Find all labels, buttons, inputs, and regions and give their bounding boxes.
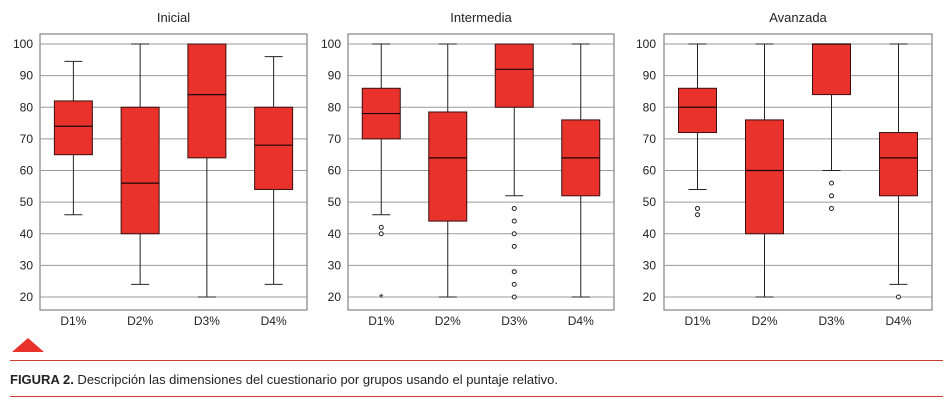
outlier-point <box>511 281 517 287</box>
x-tick-label: D2% <box>751 314 777 328</box>
iqr-box <box>745 119 784 235</box>
y-tick-label: 20 <box>643 290 657 304</box>
x-tick-label: D3% <box>194 314 220 328</box>
iqr-box <box>678 87 717 134</box>
box-d4 <box>561 43 601 298</box>
outlier-point <box>511 231 517 237</box>
x-tick-label: D4% <box>261 314 287 328</box>
y-tick-label: 90 <box>643 69 657 83</box>
y-tick-label: 100 <box>321 37 341 51</box>
iqr-box <box>879 132 918 197</box>
box-d1 <box>53 60 93 216</box>
figure-caption: FIGURA 2. Descripción las dimensiones de… <box>10 372 558 387</box>
x-tick-label: D1% <box>368 314 394 328</box>
y-tick-label: 50 <box>643 195 657 209</box>
caption-text: Descripción las dimensiones del cuestion… <box>73 372 558 387</box>
iqr-box <box>120 106 160 235</box>
outlier-point <box>511 269 517 275</box>
y-tick-label: 80 <box>20 100 34 114</box>
box-d1 <box>678 43 717 218</box>
y-tick-label: 70 <box>643 132 657 146</box>
y-tick-label: 80 <box>643 100 657 114</box>
outlier-point <box>378 231 384 237</box>
y-tick-label: 50 <box>328 195 342 209</box>
iqr-box <box>812 43 851 96</box>
plot-frame <box>663 33 933 311</box>
outlier-point <box>829 205 834 211</box>
y-tick-label: 30 <box>328 258 342 272</box>
iqr-box <box>494 43 534 108</box>
y-tick-label: 100 <box>636 37 656 51</box>
outlier-point <box>695 205 700 211</box>
outlier-point <box>829 193 834 199</box>
y-tick-label: 60 <box>643 164 657 178</box>
y-tick-label: 60 <box>328 164 342 178</box>
chart-panel-1: Inicial 20 30 40 50 60 70 80 90 100 D1% D2% D3% D4% <box>13 10 308 328</box>
y-tick-label: 30 <box>20 258 34 272</box>
caption-top-rule <box>10 360 943 361</box>
x-tick-label: D4% <box>568 314 594 328</box>
y-tick-label: 60 <box>20 164 34 178</box>
y-tick-label: 20 <box>20 290 34 304</box>
x-tick-label: D2% <box>435 314 461 328</box>
outlier-point <box>511 205 517 211</box>
extreme-point: * <box>379 291 384 305</box>
y-tick-label: 70 <box>20 132 34 146</box>
x-tick-label: D1% <box>684 314 710 328</box>
box-d4 <box>254 56 294 285</box>
y-tick-label: 100 <box>13 37 33 51</box>
box-d3 <box>812 43 851 211</box>
outlier-point <box>511 243 517 249</box>
outlier-point <box>896 294 901 300</box>
box-d3 <box>187 43 227 298</box>
y-tick-label: 40 <box>643 227 657 241</box>
caption-bottom-rule <box>10 396 943 397</box>
iqr-box <box>187 43 227 159</box>
outlier-point <box>695 212 700 218</box>
x-tick-label: D3% <box>501 314 527 328</box>
y-tick-label: 70 <box>328 132 342 146</box>
outlier-point <box>378 224 384 230</box>
outlier-point <box>829 180 834 186</box>
y-tick-label: 90 <box>328 69 342 83</box>
outlier-point <box>511 218 517 224</box>
y-tick-label: 90 <box>20 69 34 83</box>
plot-frame <box>347 33 615 311</box>
box-d2 <box>745 43 784 298</box>
y-tick-label: 40 <box>20 227 34 241</box>
chart-panel-2: Intermedia 20 30 40 50 60 70 80 90 100 * D1% D2% D3% D… <box>321 10 615 328</box>
box-d2 <box>120 43 160 285</box>
y-tick-label: 40 <box>328 227 342 241</box>
box-d3 <box>494 43 534 300</box>
y-tick-label: 20 <box>328 290 342 304</box>
box-d4 <box>879 43 918 300</box>
box-d1: * <box>361 43 401 305</box>
outlier-point <box>511 294 517 300</box>
y-tick-label: 50 <box>20 195 34 209</box>
x-tick-label: D4% <box>885 314 911 328</box>
caption-label: FIGURA 2. <box>10 372 74 387</box>
iqr-box <box>428 111 468 222</box>
y-tick-label: 80 <box>328 100 342 114</box>
iqr-box <box>254 106 294 190</box>
chart-panel-3: Avanzada 20 30 40 50 60 70 80 90 100 D1% D2% D3% D4% <box>636 10 933 328</box>
box-d2 <box>428 43 468 298</box>
chart-title: Intermedia <box>450 10 512 25</box>
y-tick-label: 30 <box>643 258 657 272</box>
iqr-box <box>53 100 93 156</box>
chart-title: Inicial <box>157 10 190 25</box>
plot-frame <box>39 33 308 311</box>
x-tick-label: D1% <box>60 314 86 328</box>
x-tick-label: D2% <box>127 314 153 328</box>
red-triangle-marker <box>12 338 44 352</box>
x-tick-label: D3% <box>818 314 844 328</box>
chart-title: Avanzada <box>769 10 827 25</box>
